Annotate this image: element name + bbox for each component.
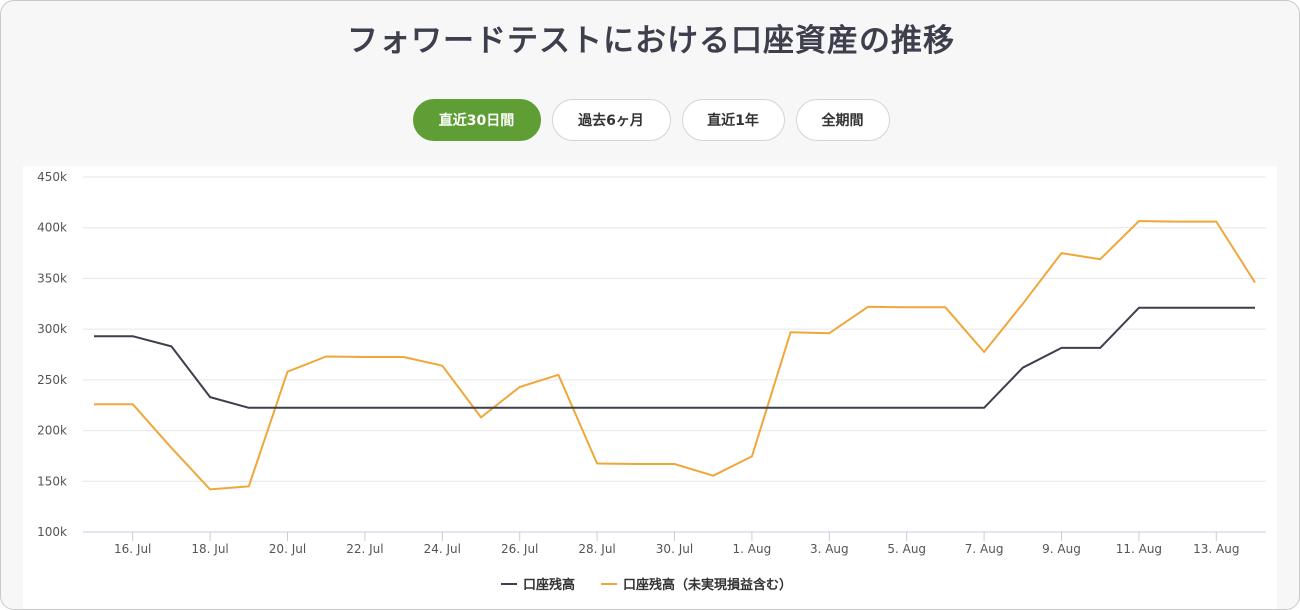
- x-tick-label: 20. Jul: [269, 542, 306, 556]
- grid-lines: [83, 176, 1266, 533]
- legend-label: 口座残高: [523, 577, 575, 593]
- x-axis: 16. Jul 18. Jul 20. Jul 22. Jul 24. Jul 26. J…: [114, 532, 1239, 556]
- legend: 口座残高 口座残高（未実現損益含む）: [501, 577, 792, 593]
- y-tick-label: 150k: [37, 474, 67, 488]
- y-tick-label: 200k: [37, 424, 67, 438]
- y-tick-label: 450k: [37, 170, 67, 184]
- plot-area: 100k 150k 200k 250k 300k 350k 400k 450k 16. Jul…: [23, 166, 1277, 609]
- x-tick-label: 9. Aug: [1042, 542, 1081, 556]
- x-tick-label: 13. Aug: [1193, 542, 1239, 556]
- x-tick-label: 30. Jul: [656, 542, 693, 556]
- series-lines: [94, 220, 1256, 491]
- y-tick-label: 100k: [37, 525, 67, 539]
- period-tabs: 直近30日間 過去6ヶ月 直近1年 全期間: [1, 99, 1299, 141]
- page-title: フォワードテストにおける口座資産の推移: [347, 23, 955, 59]
- x-tick-label: 18. Jul: [191, 542, 228, 556]
- y-tick-label: 300k: [37, 322, 67, 336]
- y-axis: 100k 150k 200k 250k 300k 350k 400k 450k: [37, 170, 67, 539]
- x-tick-label: 11. Aug: [1116, 542, 1162, 556]
- x-tick-label: 3. Aug: [810, 542, 849, 556]
- series-line-equity: [94, 220, 1256, 491]
- tab-last-30-days[interactable]: 直近30日間: [412, 99, 541, 141]
- x-tick-label: 7. Aug: [965, 542, 1004, 556]
- x-tick-label: 1. Aug: [733, 542, 772, 556]
- x-tick-label: 22. Jul: [346, 542, 383, 556]
- x-tick-label: 26. Jul: [501, 542, 538, 556]
- tab-last-1-year[interactable]: 直近1年: [681, 99, 785, 141]
- x-tick-label: 24. Jul: [424, 542, 461, 556]
- x-tick-label: 28. Jul: [578, 542, 615, 556]
- x-tick-label: 5. Aug: [887, 542, 926, 556]
- y-tick-label: 400k: [37, 221, 67, 235]
- line-chart: 100k 150k 200k 250k 300k 350k 400k 450k 16. Jul…: [37, 170, 1266, 593]
- y-tick-label: 350k: [37, 271, 67, 285]
- y-tick-label: 250k: [37, 373, 67, 387]
- tab-past-6-months[interactable]: 過去6ヶ月: [551, 99, 671, 141]
- tab-all-time[interactable]: 全期間: [795, 99, 890, 141]
- series-line-balance: [94, 306, 1255, 409]
- legend-label: 口座残高（未実現損益含む）: [623, 577, 792, 593]
- x-tick-label: 16. Jul: [114, 542, 151, 556]
